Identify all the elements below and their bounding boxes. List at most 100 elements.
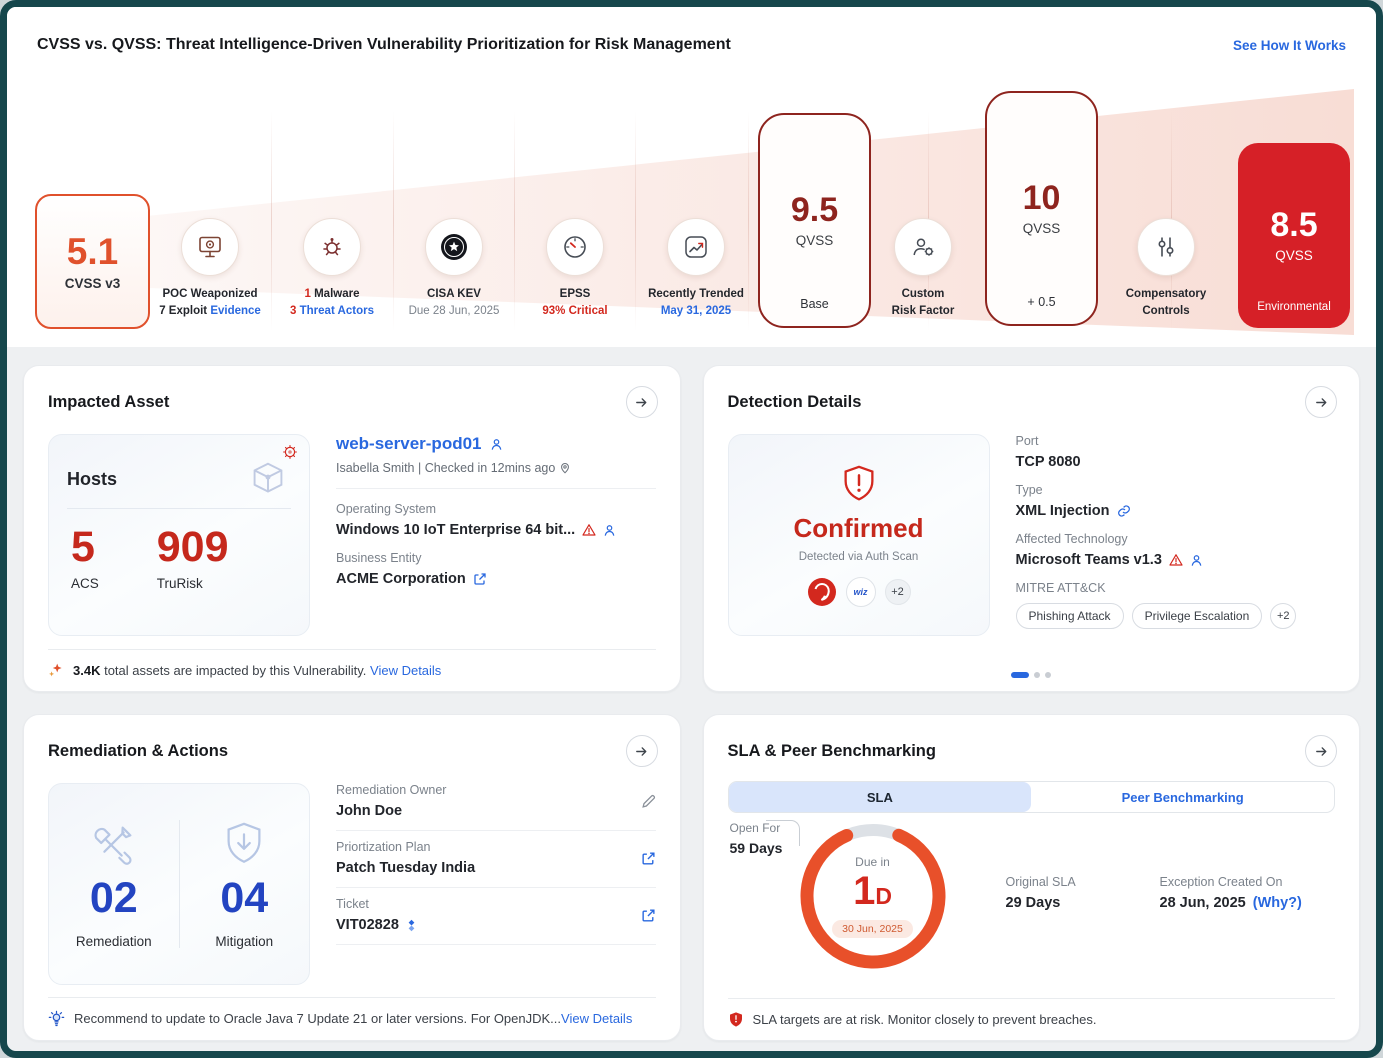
cvss-score-box: 5.1 CVSS v3	[35, 194, 150, 329]
factor-line2: Risk Factor	[891, 304, 955, 317]
carousel-dots	[704, 672, 1360, 678]
ticket-value: VIT02828	[336, 917, 399, 933]
footer-text: Recommend to update to Oracle Java 7 Upd…	[74, 1011, 633, 1026]
funnel-divider	[514, 111, 515, 331]
cvss-label: CVSS v3	[64, 275, 121, 291]
cisa-seal-icon	[425, 218, 483, 276]
qvss-base-label: QVSS	[795, 233, 834, 248]
link-chain-icon	[1117, 504, 1131, 518]
divider	[336, 488, 656, 489]
detection-details-expand-button[interactable]	[1305, 386, 1337, 418]
carousel-dot-1[interactable]	[1011, 672, 1030, 678]
external-link-icon[interactable]	[473, 572, 487, 586]
sliders-icon	[1137, 218, 1195, 276]
funnel-divider	[748, 111, 749, 331]
impacted-asset-title: Impacted Asset	[48, 392, 170, 411]
factor-recently-trended: Recently Trended May 31, 2025	[626, 218, 766, 319]
trurisk-label: TruRisk	[156, 576, 203, 592]
footer-text: SLA targets are at risk. Monitor closely…	[752, 1011, 1097, 1027]
factor-custom-risk: Custom Risk Factor	[853, 218, 993, 319]
qvss-adjusted-score: 10	[1022, 179, 1061, 217]
qualys-badge-icon	[807, 577, 837, 607]
mitigation-count: 04	[220, 873, 269, 922]
hosts-panel: Hosts 5 ACS 909 TruRisk	[48, 434, 310, 636]
remediation-count-label: Remediation	[75, 934, 152, 950]
evidence-link[interactable]: Evidence	[210, 304, 261, 317]
factor-line1: Compensatory	[1125, 288, 1207, 300]
original-sla-label: Original SLA	[1005, 875, 1076, 889]
qvss-base-box: 9.5 QVSS Base	[758, 113, 871, 328]
qvss-env-label: QVSS	[1275, 248, 1313, 263]
bulb-icon	[48, 1010, 65, 1027]
qvss-funnel: 5.1 CVSS v3 POC Weaponized 7 Exploit Evi…	[7, 85, 1376, 347]
edit-pencil-icon[interactable]	[641, 794, 656, 809]
mitre-chip-phishing[interactable]: Phishing Attack	[1015, 603, 1124, 629]
sla-expand-button[interactable]	[1305, 735, 1337, 767]
remediation-stats-panel: 02 Remediation 04 Mitigation	[48, 783, 310, 985]
view-details-link[interactable]: View Details	[370, 662, 442, 678]
owner-row: Remediation Owner John Doe	[336, 783, 656, 831]
owner-label: Remediation Owner	[336, 783, 447, 797]
asset-name-link[interactable]: web-server-pod01	[336, 434, 482, 453]
factor-line2: May 31, 2025	[660, 304, 732, 317]
factor-line1: Custom	[901, 288, 945, 300]
threat-actors-link[interactable]: Threat Actors	[299, 304, 374, 317]
external-link-icon[interactable]	[641, 851, 656, 866]
ticket-label: Ticket	[336, 897, 369, 911]
factor-line1: POC Weaponized	[162, 288, 258, 300]
tab-peer-benchmarking[interactable]: Peer Benchmarking	[1121, 789, 1244, 805]
funnel-divider	[393, 111, 394, 331]
arrow-right-icon	[636, 397, 647, 407]
person-icon	[603, 524, 616, 537]
mitre-more-chip[interactable]: +2	[1270, 603, 1297, 629]
tech-value: Microsoft Teams v1.3	[1015, 552, 1162, 568]
divider	[178, 820, 180, 948]
trend-chart-icon	[667, 218, 725, 276]
impacted-asset-card: Impacted Asset Hosts	[23, 365, 681, 692]
carousel-dot-2[interactable]	[1034, 672, 1041, 678]
sla-benchmarking-card: SLA & Peer Benchmarking SLA Peer Benchma…	[702, 714, 1360, 1041]
mitre-label: MITRE ATT&CK	[1015, 581, 1106, 595]
acs-label: ACS	[71, 576, 99, 592]
port-label: Port	[1015, 434, 1039, 448]
view-details-link[interactable]: View Details	[561, 1011, 633, 1026]
detection-details-card: Detection Details Confirmed Detected via…	[702, 365, 1360, 692]
shield-download-icon	[219, 819, 269, 869]
exception-created: Exception Created On 28 Jun, 2025 (Why?)	[1160, 875, 1302, 911]
detection-status: Confirmed	[793, 513, 924, 543]
owner-value[interactable]: John Doe	[336, 803, 403, 819]
hosts-label: Hosts	[67, 469, 118, 489]
qvss-adjusted-sub: + 0.5	[1027, 295, 1056, 309]
remediation-footer: Recommend to update to Oracle Java 7 Upd…	[48, 997, 656, 1027]
detection-details-title: Detection Details	[727, 392, 862, 411]
qvss-base-sub: Base	[800, 297, 829, 311]
arrow-right-icon	[1315, 397, 1326, 407]
mitigation-count-label: Mitigation	[215, 934, 274, 950]
mitigation-stat: 04 Mitigation	[180, 819, 310, 949]
remediation-expand-button[interactable]	[625, 735, 658, 767]
mitre-chip-privilege[interactable]: Privilege Escalation	[1131, 603, 1263, 629]
page-title: CVSS vs. QVSS: Threat Intelligence-Drive…	[37, 36, 731, 53]
external-link-icon[interactable]	[641, 908, 656, 923]
carousel-dot-3[interactable]	[1045, 672, 1052, 678]
funnel-divider	[635, 111, 636, 331]
cube-network-icon	[245, 457, 291, 503]
sparkle-icon	[48, 662, 64, 678]
see-how-it-works-link[interactable]: See How It Works	[1232, 37, 1346, 53]
due-label: Due in	[855, 854, 890, 869]
tab-sla[interactable]: SLA	[728, 782, 1032, 812]
tech-label: Affected Technology	[1015, 532, 1128, 546]
why-link[interactable]: (Why?)	[1252, 895, 1302, 911]
shield-alert-icon	[838, 463, 880, 505]
more-scanners-badge[interactable]: +2	[884, 579, 911, 605]
factor-line1: CISA KEV	[427, 288, 481, 300]
threat-badge-icon	[282, 444, 298, 460]
person-gear-icon	[894, 218, 952, 276]
impacted-asset-expand-button[interactable]	[625, 386, 658, 418]
type-field: Type XML Injection	[1016, 483, 1336, 519]
location-pin-icon	[559, 462, 571, 474]
factor-compensatory-controls: Compensatory Controls	[1096, 218, 1236, 319]
exception-value: 28 Jun, 2025	[1159, 895, 1246, 911]
factor-epss: EPSS 93% Critical	[505, 218, 645, 319]
